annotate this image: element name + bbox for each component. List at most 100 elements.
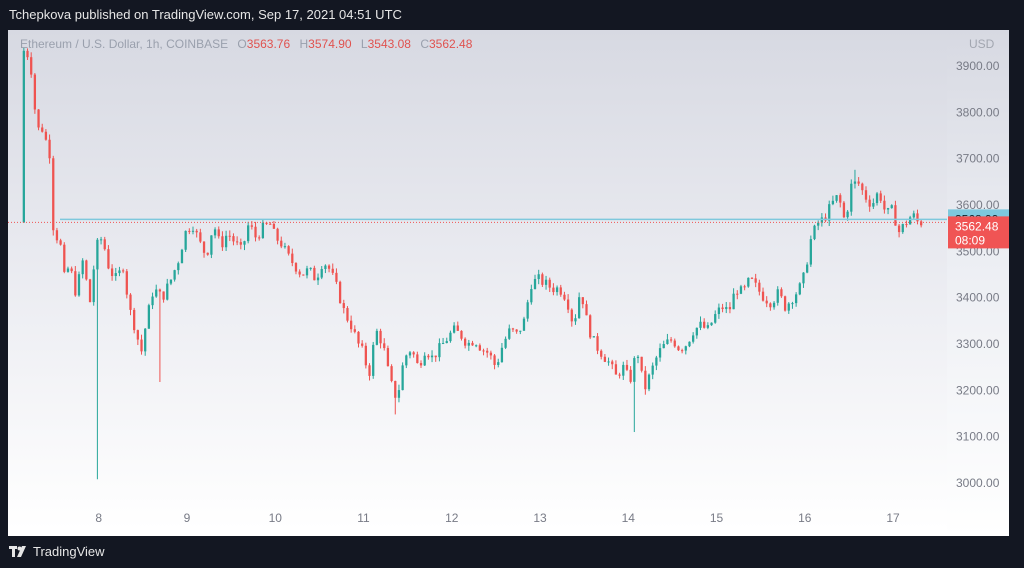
- footer: TradingView: [0, 536, 1024, 568]
- candle-body: [210, 235, 213, 255]
- candle-body: [504, 338, 507, 348]
- candle-body: [52, 158, 55, 231]
- candle-body: [327, 265, 331, 269]
- candle-body: [133, 309, 136, 331]
- candle-body: [828, 204, 831, 221]
- candle-body: [651, 365, 654, 375]
- candle-body: [177, 263, 180, 271]
- candle-body: [522, 318, 526, 331]
- candle-body: [769, 303, 772, 308]
- candle-body: [383, 343, 386, 349]
- candle-body: [629, 369, 632, 382]
- candle-body: [199, 232, 202, 242]
- candle-body: [872, 203, 875, 207]
- candle-body: [136, 330, 139, 340]
- candle-body: [802, 272, 805, 284]
- candle-body: [592, 336, 595, 338]
- candle-body: [287, 246, 290, 254]
- candle-body: [563, 294, 566, 300]
- candle-body: [346, 308, 349, 321]
- candle-body: [916, 213, 919, 222]
- candle-body: [55, 230, 59, 241]
- candle-body: [22, 50, 25, 223]
- y-tick-label: 3000.00: [956, 476, 1000, 490]
- open-value: 3563.76: [246, 37, 291, 51]
- candle-body: [155, 289, 158, 297]
- candle-body: [699, 321, 702, 328]
- candle-body: [585, 304, 588, 316]
- x-tick-label: 13: [533, 511, 547, 525]
- candle-body: [669, 339, 673, 341]
- candle-body: [519, 330, 522, 332]
- candle-body: [515, 329, 518, 332]
- y-tick-label: 3600.00: [956, 198, 1000, 212]
- candle-body: [110, 268, 114, 277]
- x-tick-label: 9: [184, 511, 191, 525]
- candle-body: [405, 355, 408, 366]
- x-tick-label: 8: [95, 511, 102, 525]
- candle-body: [342, 303, 345, 309]
- candle-body: [408, 352, 412, 356]
- x-tick-label: 17: [886, 511, 900, 525]
- candle-body: [96, 239, 99, 270]
- candle-body: [570, 309, 573, 322]
- candle-body: [695, 327, 698, 336]
- candle-body: [894, 205, 897, 226]
- candle-body: [217, 229, 220, 237]
- candle-body: [566, 299, 570, 310]
- chart-panel[interactable]: 3000.00 3100.00 3200.00 3300.00 3400.00 3500.…: [8, 30, 1009, 536]
- candle-body: [912, 213, 915, 218]
- candle-body: [114, 273, 117, 277]
- candle-body: [44, 131, 48, 140]
- candle-body: [508, 328, 511, 339]
- candle-body: [839, 195, 842, 203]
- candle-body: [817, 222, 820, 226]
- tradingview-brand[interactable]: TradingView: [9, 544, 105, 559]
- candle-body: [254, 226, 257, 238]
- y-tick-label: 3900.00: [956, 59, 1000, 73]
- candle-body: [555, 287, 559, 293]
- candle-body: [361, 343, 364, 346]
- candle-body: [905, 224, 908, 226]
- close-value: 3562.48: [429, 37, 473, 51]
- candle-body: [868, 199, 871, 207]
- candle-body: [600, 350, 603, 357]
- symbol-legend: Ethereum / U.S. Dollar, 1h, COINBASE O35…: [20, 37, 472, 51]
- candle-body: [280, 240, 283, 247]
- last-price-tag: [948, 216, 1009, 249]
- open-label: O: [237, 37, 247, 51]
- candle-body: [66, 268, 70, 272]
- high-value: 3574.90: [308, 37, 352, 51]
- candle-body: [533, 279, 537, 290]
- candle-body: [611, 361, 614, 365]
- candle-body: [596, 336, 599, 351]
- currency-label[interactable]: USD: [969, 37, 995, 51]
- candle-body: [70, 268, 73, 272]
- candle-body: [787, 303, 790, 311]
- last-price-text: 3562.48: [955, 219, 999, 233]
- candle-body: [386, 348, 390, 367]
- candle-body: [798, 283, 801, 295]
- candle-body: [250, 225, 253, 227]
- candle-body: [184, 230, 187, 250]
- plot-area[interactable]: [8, 30, 947, 530]
- candle-body: [188, 230, 191, 232]
- candle-body: [486, 350, 489, 353]
- price-axis[interactable]: [947, 30, 1009, 536]
- x-tick-label: 16: [798, 511, 812, 525]
- candle-body: [320, 268, 323, 278]
- candle-body: [890, 205, 893, 209]
- candle-body: [633, 358, 636, 382]
- candle-body: [765, 300, 768, 304]
- candle-body: [662, 344, 665, 349]
- candle-body: [714, 314, 717, 323]
- candle-body: [298, 271, 301, 275]
- candle-body: [589, 315, 592, 338]
- candlestick-chart[interactable]: 3000.003100.003200.003300.003400.003500.…: [8, 30, 1009, 536]
- high-label: H: [299, 37, 309, 51]
- candle-body: [500, 347, 504, 363]
- candle-body: [195, 230, 198, 233]
- symbol-title: Ethereum / U.S. Dollar, 1h, COINBASE: [20, 37, 229, 51]
- candle-body: [291, 253, 294, 264]
- candle-body: [357, 331, 360, 344]
